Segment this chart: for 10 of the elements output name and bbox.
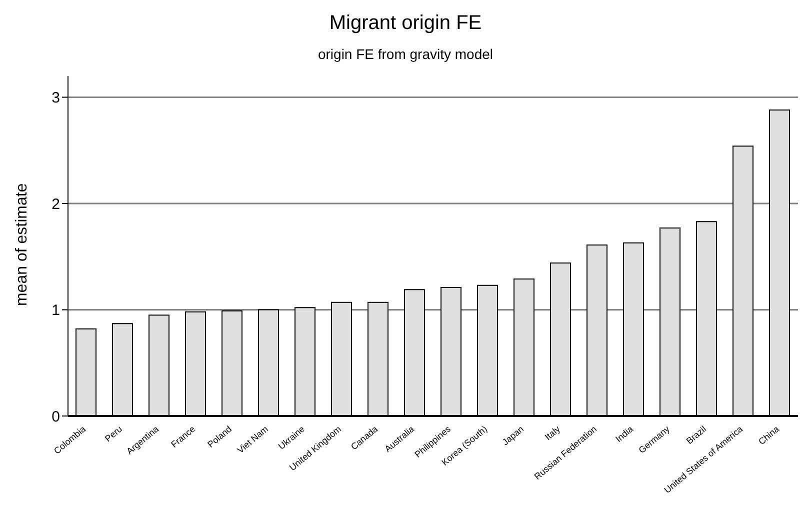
chart-title: Migrant origin FE xyxy=(328,12,483,35)
y-tick-label: 1 xyxy=(52,302,60,320)
y-axis-title: mean of estimate xyxy=(14,183,31,306)
y-tick-label: 2 xyxy=(52,196,60,213)
chart-subtitle: origin FE from gravity model xyxy=(316,46,494,62)
y-tick-label: 0 xyxy=(52,408,60,426)
x-tick-label: Viet Nam xyxy=(235,424,270,456)
y-tick-label: 3 xyxy=(52,90,60,107)
x-tick-label: Italy xyxy=(542,424,562,442)
x-tick-label: India xyxy=(614,424,636,444)
